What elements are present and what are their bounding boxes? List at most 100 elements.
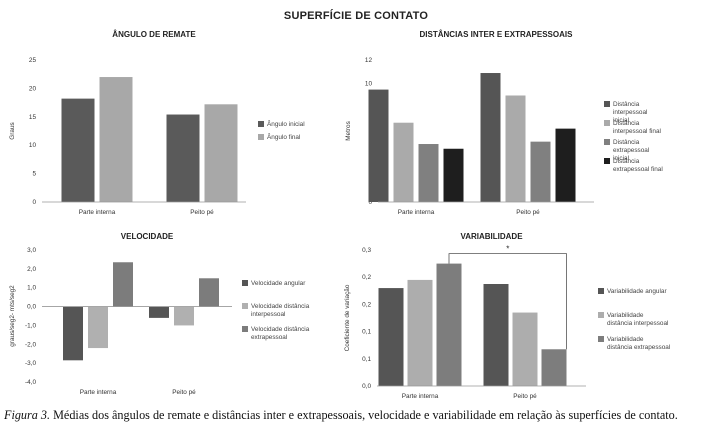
legend-label: Variabilidade distância interpessoal: [607, 312, 668, 327]
legend-label-line: extrapessoal: [251, 334, 287, 341]
legend-label-line: interpessoal: [613, 109, 647, 116]
legend-swatch: [598, 336, 604, 342]
y-tick-label: 12: [365, 57, 373, 64]
legend-label: Distância extrapessoal final: [613, 158, 663, 173]
legend-label: Variabilidade angular: [607, 288, 667, 295]
y-tick-label: 25: [29, 57, 37, 64]
legend-swatch: [598, 312, 604, 318]
legend-label: Distância interpessoal inicial: [613, 101, 647, 124]
y-tick-label: -2,0: [25, 341, 36, 348]
x-category-label: Parte interna: [398, 209, 435, 216]
x-category-label: Peito pé: [172, 389, 196, 396]
legend-label-line: Ângulo final: [267, 132, 300, 141]
bar-distancias-1-1: [505, 95, 526, 202]
chart-title: VARIABILIDADE: [460, 232, 523, 241]
x-category-label: Parte interna: [80, 389, 117, 396]
legend-label-line: distância extrapessoal: [607, 344, 670, 351]
legend-label: Velocidade distância extrapessoal: [251, 326, 310, 341]
y-tick-label: 0: [32, 199, 36, 206]
legend-label: Ângulo inicial: [267, 119, 305, 128]
legend-label: Velocidade distância interpessoal: [251, 303, 310, 318]
legend-swatch: [604, 101, 610, 107]
legend-label-line: inicial: [613, 155, 629, 162]
legend-swatch: [604, 120, 610, 126]
legend-label-line: Velocidade angular: [251, 280, 306, 287]
legend-label: Distância extrapessoal inicial: [613, 139, 649, 162]
legend-label-line: extrapessoal final: [613, 166, 663, 173]
y-axis-label: Metros: [345, 121, 352, 141]
bar-variabilidade-1-0: [407, 279, 433, 386]
y-tick-label: 10: [365, 81, 373, 88]
bar-variabilidade-1-1: [512, 312, 538, 386]
legend-label-line: Velocidade distância: [251, 303, 310, 310]
bar-variabilidade-2-0: [436, 263, 462, 386]
y-tick-label: 0,1: [362, 356, 371, 363]
bar-distancias-2-1: [530, 141, 551, 202]
legend-swatch: [242, 280, 248, 286]
caption-text: Médias dos ângulos de remate e distância…: [53, 408, 678, 422]
bar-distancias-0-0: [368, 89, 389, 202]
legend-label-line: Distância: [613, 101, 640, 108]
legend-label: Variabilidade distância extrapessoal: [607, 336, 670, 351]
legend-label-line: inicial: [613, 117, 629, 124]
bar-variabilidade-0-0: [378, 288, 404, 386]
legend-label-line: Distância: [613, 139, 640, 146]
y-tick-label: 0,1: [362, 329, 371, 336]
x-category-label: Peito pé: [513, 393, 537, 400]
chart-title: ÂNGULO DE REMATE: [112, 30, 196, 39]
y-tick-label: 20: [29, 85, 37, 92]
bar-angulo-1-1: [204, 104, 238, 202]
chart-angulo-de-remate: ÂNGULO DE REMATE 0 5 10 15 20 25 Graus Parte int…: [9, 30, 305, 216]
bar-velocidade-2-1: [199, 278, 219, 307]
legend-label: Velocidade angular: [251, 280, 306, 287]
legend-label-line: Variabilidade: [607, 336, 644, 343]
bar-velocidade-2-0: [113, 262, 133, 307]
y-axis-label: Graus: [9, 122, 16, 139]
bar-distancias-1-0: [393, 122, 414, 202]
significance-marker: *: [506, 245, 509, 254]
x-category-label: Parte interna: [402, 393, 439, 400]
y-tick-label: 15: [29, 114, 37, 121]
y-tick-label: 0,3: [362, 247, 371, 254]
chart-title: VELOCIDADE: [121, 232, 174, 241]
y-tick-label: 0: [368, 199, 372, 206]
figure-caption: Figura 3. Médias dos ângulos de remate e…: [4, 408, 708, 423]
y-tick-label: -3,0: [25, 360, 36, 367]
x-category-label: Peito pé: [516, 209, 540, 216]
significance-bracket: [448, 253, 567, 350]
legend-label-line: distância interpessoal: [607, 320, 668, 327]
bar-velocidade-0-1: [149, 306, 169, 318]
bar-angulo-1-0: [99, 77, 133, 202]
legend-label-line: Velocidade distância: [251, 326, 310, 333]
chart-variabilidade: VARIABILIDADE 0,0 0,1 0,1 0,2 0,2 0,3 Coeficien…: [344, 232, 670, 400]
bar-variabilidade-0-1: [483, 284, 509, 386]
bar-distancias-2-0: [418, 144, 439, 202]
legend-swatch: [604, 158, 610, 164]
legend-swatch: [598, 288, 604, 294]
bar-velocidade-1-1: [174, 306, 194, 326]
bar-angulo-0-0: [61, 98, 95, 202]
legend-label-line: Variabilidade angular: [607, 288, 667, 295]
chart-title: DISTÂNCIAS INTER E EXTRAPESSOAIS: [420, 30, 574, 39]
y-tick-label: -4,0: [25, 379, 36, 386]
legend-label-line: interpessoal: [251, 311, 285, 318]
legend-label: Ângulo final: [267, 132, 300, 141]
legend-swatch: [604, 139, 610, 145]
bar-variabilidade-2-1: [541, 349, 567, 386]
y-tick-label: -1,0: [25, 322, 36, 329]
y-tick-label: 0,2: [362, 274, 371, 281]
legend-label-line: interpessoal final: [613, 128, 661, 135]
x-category-label: Parte interna: [79, 209, 116, 216]
legend-label-line: Ângulo inicial: [267, 119, 305, 128]
chart-velocidade: VELOCIDADE -4,0 -3,0 -2,0 -1,0 0,0 1,0 2,0 3,0 gr…: [9, 232, 310, 396]
legend-swatch: [242, 326, 248, 332]
y-tick-label: 3,0: [27, 247, 36, 254]
legend-swatch: [258, 121, 264, 127]
chart-distancias: DISTÂNCIAS INTER E EXTRAPESSOAIS02468101…: [345, 30, 663, 216]
y-tick-label: 0,2: [362, 301, 371, 308]
bar-distancias-0-1: [480, 73, 501, 202]
legend-label: Distância interpessoal final: [613, 120, 661, 135]
y-tick-label: 2,0: [27, 266, 36, 273]
figure-title: SUPERFÍCIE DE CONTATO: [283, 10, 429, 22]
